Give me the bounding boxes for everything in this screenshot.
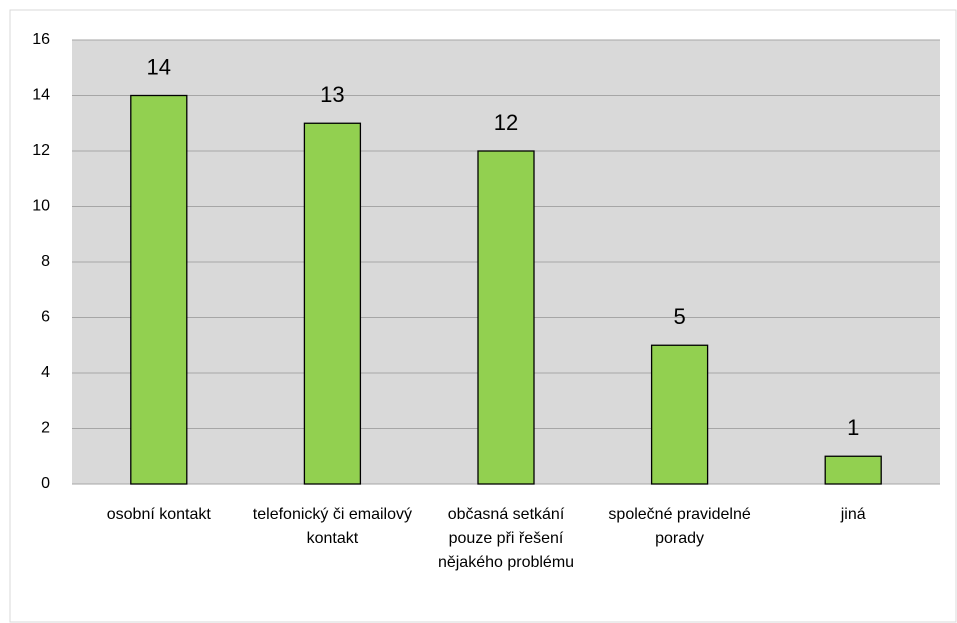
- y-tick-label: 12: [32, 142, 50, 159]
- y-tick-label: 0: [41, 475, 50, 492]
- bar: [824, 455, 882, 485]
- y-tick-label: 14: [32, 87, 50, 104]
- data-label: 1: [847, 415, 859, 440]
- y-tick-label: 16: [32, 31, 50, 48]
- x-tick-label: osobní kontakt: [106, 506, 211, 523]
- data-label: 5: [673, 304, 685, 329]
- bar: [477, 150, 535, 485]
- x-tick-label: telefonický či emailový kontakt: [252, 506, 412, 547]
- data-label: 13: [320, 82, 344, 107]
- y-tick-label: 2: [41, 420, 50, 437]
- data-label: 12: [494, 110, 518, 135]
- bar: [303, 122, 362, 485]
- y-tick-label: 6: [41, 309, 50, 326]
- data-label: 14: [147, 54, 171, 79]
- y-tick-label: 4: [41, 364, 50, 381]
- y-tick-label: 10: [32, 198, 50, 215]
- y-tick-label: 8: [41, 253, 50, 270]
- bar: [130, 94, 188, 485]
- x-tick-label: občasná setkání pouze při řešení nějakéh…: [437, 506, 575, 571]
- x-tick-label: společné pravidelné porady: [608, 506, 751, 547]
- bar: [650, 344, 709, 485]
- x-tick-label: jiná: [840, 506, 866, 523]
